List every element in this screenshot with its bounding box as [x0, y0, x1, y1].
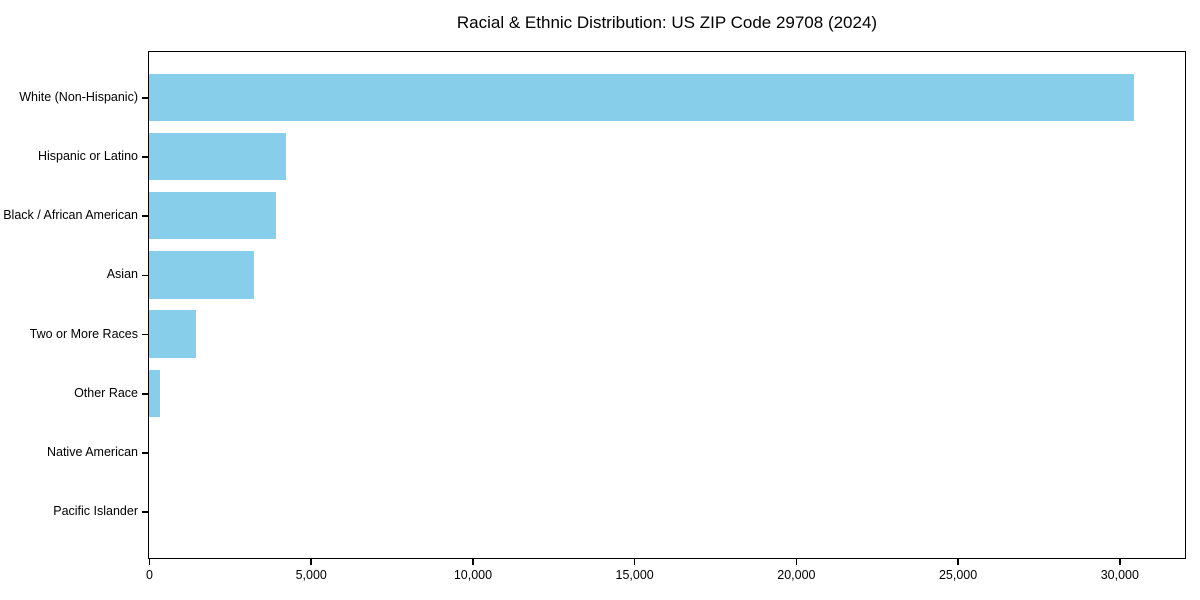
y-tick-mark	[142, 97, 148, 99]
chart-title: Racial & Ethnic Distribution: US ZIP Cod…	[456, 13, 878, 32]
y-tick-mark	[142, 393, 148, 395]
x-tick-label: 10,000	[453, 568, 493, 582]
y-tick-label: Native American	[46, 445, 138, 460]
y-tick-mark	[142, 511, 148, 513]
y-tick-mark	[142, 333, 148, 336]
plot-area	[148, 51, 1186, 559]
y-tick-label: Asian	[106, 267, 138, 282]
y-tick-label: Other Race	[74, 385, 138, 400]
bar	[149, 132, 287, 181]
y-tick-mark	[142, 156, 148, 158]
x-tick-mark	[957, 559, 959, 565]
x-tick-label: 20,000	[777, 568, 816, 582]
y-tick-mark	[142, 215, 148, 217]
y-tick-mark	[142, 452, 148, 454]
x-tick-label: 30,000	[1100, 568, 1139, 582]
y-tick-label: Two or More Races	[29, 326, 138, 341]
x-tick-mark	[1119, 559, 1121, 565]
x-tick-mark	[310, 559, 312, 565]
x-tick-mark	[148, 559, 151, 565]
y-tick-label: White (Non-Hispanic)	[19, 89, 138, 104]
x-tick-mark	[472, 559, 474, 565]
bar	[149, 251, 254, 299]
x-tick-mark	[633, 559, 636, 565]
y-tick-label: Hispanic or Latino	[37, 148, 138, 163]
x-tick-label: 5,000	[295, 568, 327, 582]
x-tick-label: 0	[146, 568, 153, 582]
bar	[149, 369, 160, 417]
bar	[149, 73, 1135, 121]
y-tick-label: Black / African American	[3, 208, 138, 223]
y-tick-label: Pacific Islander	[53, 504, 138, 519]
bar	[149, 192, 277, 240]
y-tick-mark	[142, 274, 148, 277]
x-tick-mark	[795, 559, 798, 565]
bar	[149, 310, 196, 358]
x-tick-label: 15,000	[615, 568, 654, 582]
x-tick-label: 25,000	[938, 568, 978, 582]
